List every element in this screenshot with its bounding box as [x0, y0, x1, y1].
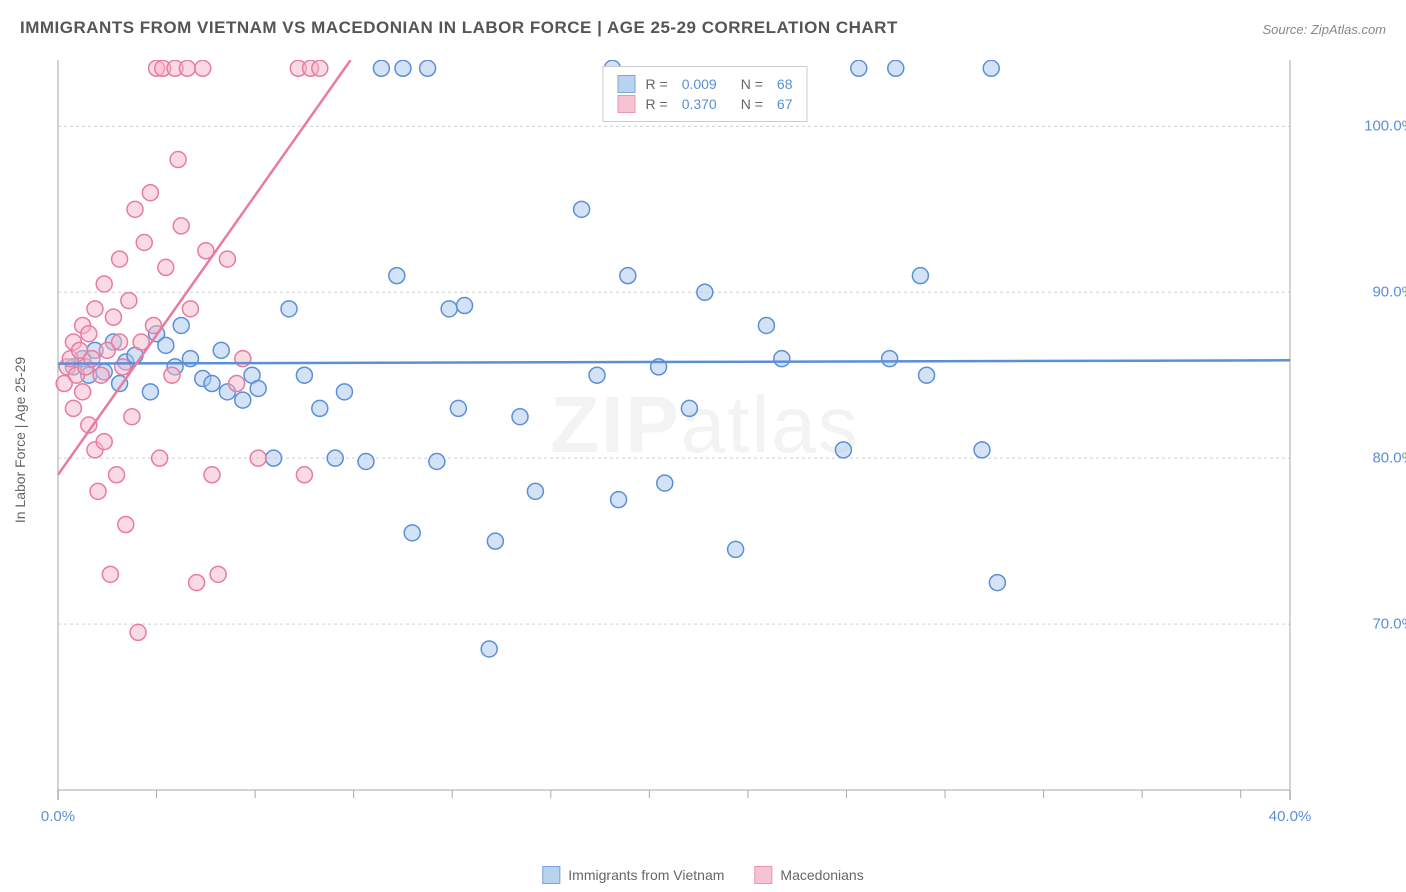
legend-swatch	[754, 866, 772, 884]
y-tick-label: 100.0%	[1364, 118, 1406, 135]
legend-series: Immigrants from Vietnam Macedonians	[542, 866, 863, 884]
y-tick-label: 70.0%	[1372, 616, 1406, 633]
y-tick-label: 90.0%	[1372, 284, 1406, 301]
legend-correlation: R = 0.009 N = 68 R = 0.370 N = 67	[603, 66, 808, 122]
legend-series-label: Immigrants from Vietnam	[568, 867, 724, 883]
legend-series-label: Macedonians	[780, 867, 863, 883]
legend-series-item: Macedonians	[754, 866, 863, 884]
legend-swatch	[542, 866, 560, 884]
scatter-plot	[50, 60, 1360, 820]
chart-title: IMMIGRANTS FROM VIETNAM VS MACEDONIAN IN…	[20, 18, 898, 38]
legend-correlation-row: R = 0.370 N = 67	[618, 95, 793, 113]
y-tick-label: 80.0%	[1372, 450, 1406, 467]
r-value: 0.009	[682, 76, 717, 92]
legend-correlation-row: R = 0.009 N = 68	[618, 75, 793, 93]
n-label: N =	[741, 76, 763, 92]
y-axis-label: In Labor Force | Age 25-29	[12, 357, 28, 523]
r-value: 0.370	[682, 96, 717, 112]
x-tick-label: 0.0%	[41, 808, 75, 825]
n-value: 68	[777, 76, 793, 92]
r-label: R =	[646, 96, 668, 112]
n-label: N =	[741, 96, 763, 112]
source-credit: Source: ZipAtlas.com	[1262, 22, 1386, 37]
legend-swatch	[618, 95, 636, 113]
r-label: R =	[646, 76, 668, 92]
legend-series-item: Immigrants from Vietnam	[542, 866, 724, 884]
x-tick-label: 40.0%	[1269, 808, 1312, 825]
n-value: 67	[777, 96, 793, 112]
chart-area: In Labor Force | Age 25-29 ZIPatlas R = …	[50, 60, 1360, 820]
legend-swatch	[618, 75, 636, 93]
